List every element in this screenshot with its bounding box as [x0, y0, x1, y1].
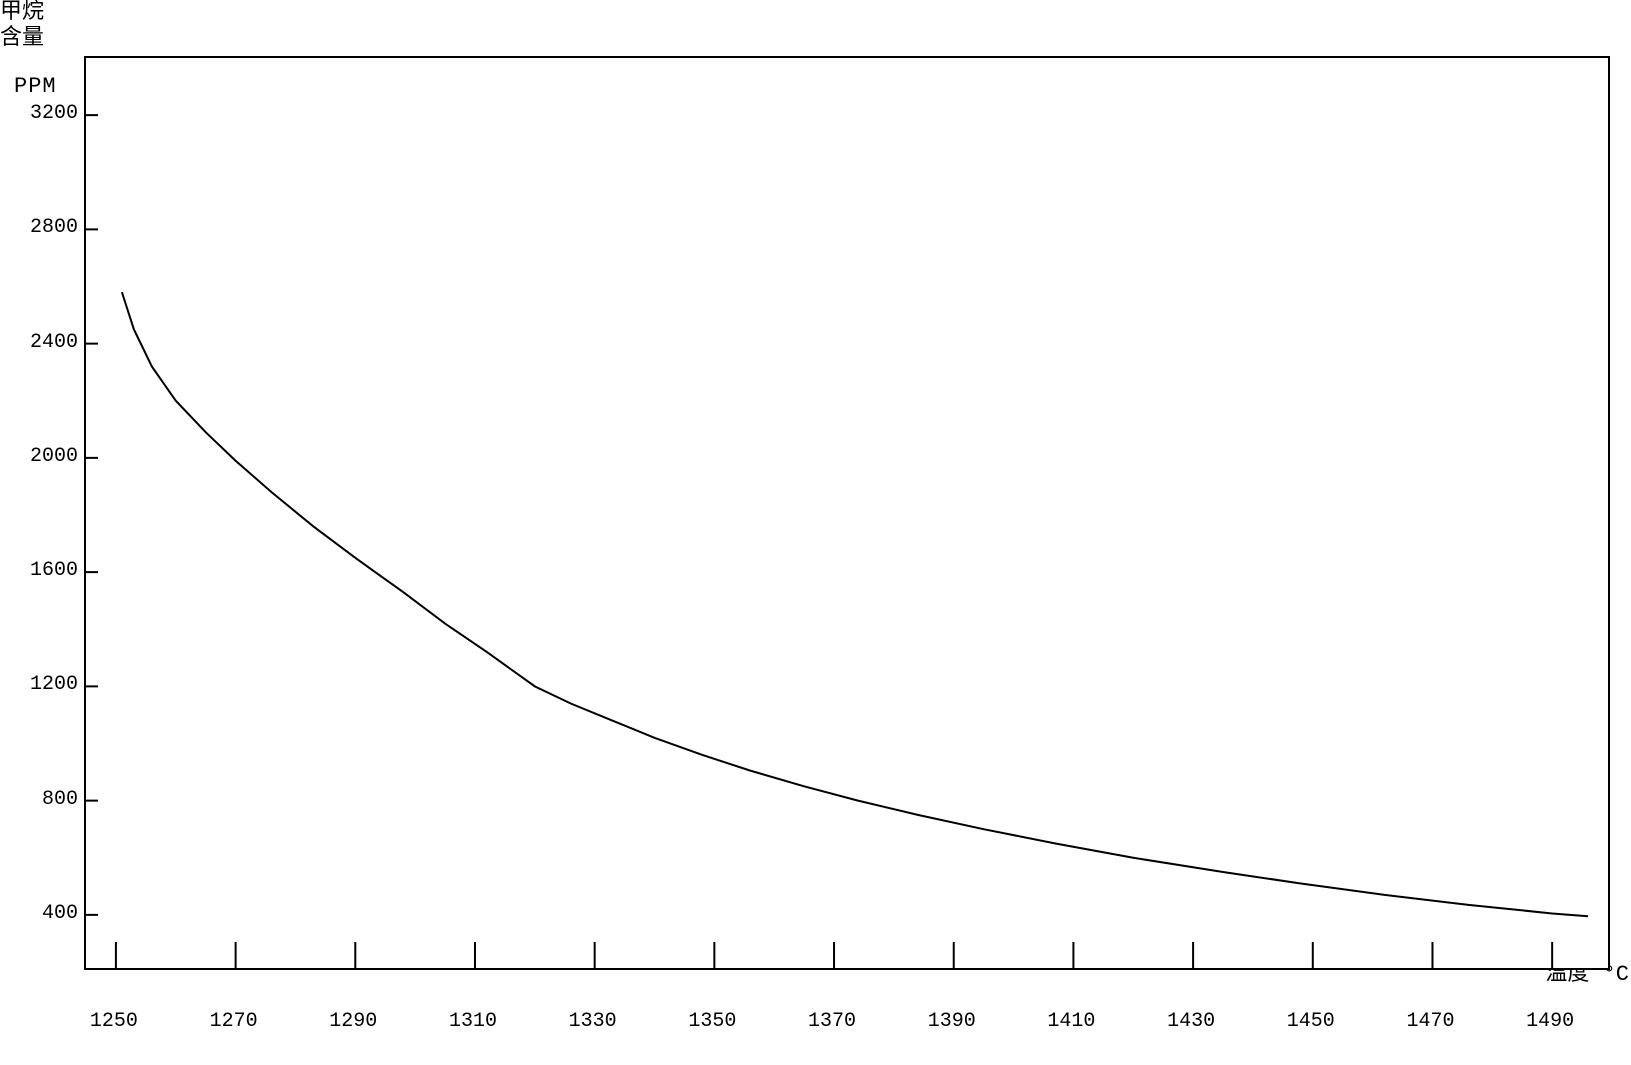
y-axis-unit: PPM [14, 74, 57, 99]
y-tick-label: 2000 [22, 445, 78, 468]
x-tick-label: 1490 [1526, 1010, 1574, 1033]
x-tick-label: 1410 [1047, 1010, 1095, 1033]
curve-line [122, 292, 1588, 916]
y-axis-title: 甲烷 含量 [0, 0, 44, 53]
y-tick-label: 1200 [22, 673, 78, 696]
x-tick-label: 1430 [1167, 1010, 1215, 1033]
y-tick-label: 1600 [22, 559, 78, 582]
y-axis-title-line2: 含量 [0, 26, 44, 51]
y-tick-label: 3200 [22, 102, 78, 125]
y-tick-label: 2400 [22, 331, 78, 354]
x-tick-label: 1270 [210, 1010, 258, 1033]
x-tick-label: 1250 [90, 1010, 138, 1033]
y-tick-label: 800 [22, 788, 78, 811]
x-tick-label: 1470 [1406, 1010, 1454, 1033]
x-tick-label: 1450 [1287, 1010, 1335, 1033]
y-axis-title-line1: 甲烷 [0, 0, 44, 25]
x-tick-label: 1290 [329, 1010, 377, 1033]
x-tick-label: 1350 [688, 1010, 736, 1033]
x-tick-label: 1330 [569, 1010, 617, 1033]
y-tick-label: 400 [22, 902, 78, 925]
x-tick-label: 1310 [449, 1010, 497, 1033]
y-tick-label: 2800 [22, 216, 78, 239]
chart-container: 甲烷 含量 PPM 温度 °C 400800120016002000240028… [0, 0, 1631, 1065]
x-tick-label: 1370 [808, 1010, 856, 1033]
x-tick-label: 1390 [928, 1010, 976, 1033]
chart-svg [86, 58, 1608, 968]
plot-area [84, 56, 1610, 970]
